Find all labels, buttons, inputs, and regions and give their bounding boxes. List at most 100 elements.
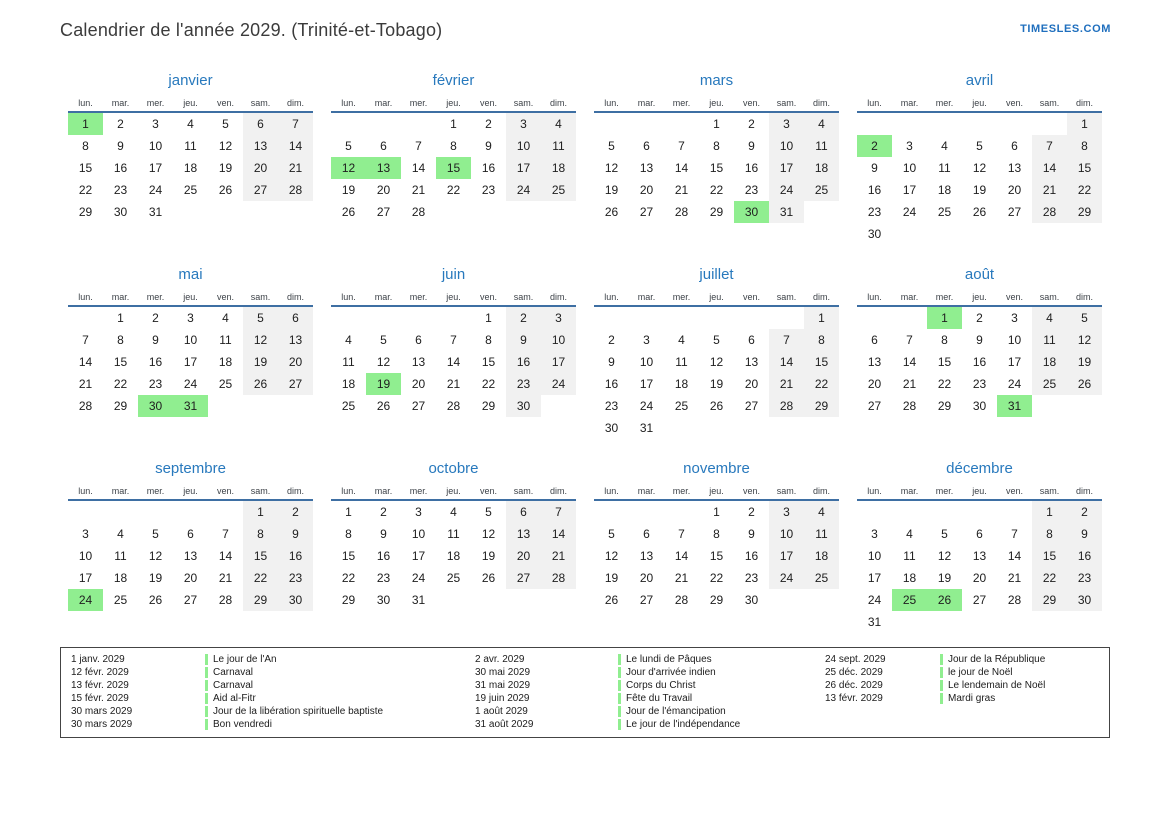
weekday-label: ven. <box>742 292 760 302</box>
day-cell: 3 <box>906 139 913 153</box>
weekday-label: sam. <box>1039 486 1060 496</box>
month-title: mai <box>178 266 203 283</box>
day-cell: 1 <box>927 307 962 329</box>
day-cell: 8 <box>485 333 492 347</box>
day-cell: 6 <box>643 139 650 153</box>
day-cell: 4 <box>541 113 576 135</box>
weekday-label: mar. <box>374 98 393 108</box>
weekday-label: ven. <box>216 98 234 108</box>
day-cell: 11 <box>342 355 355 369</box>
legend-label: Le lendemain de Noël <box>940 679 1045 692</box>
day-cell: 15 <box>113 355 128 369</box>
empty-cell <box>1067 223 1102 245</box>
legend-holiday-name: Carnaval <box>213 680 254 691</box>
empty-cell <box>1067 395 1102 417</box>
day-cell: 27 <box>411 399 426 413</box>
holiday-marker-icon <box>618 693 621 704</box>
weekday-label: lun. <box>867 98 882 108</box>
empty-cell <box>594 307 629 329</box>
empty-cell <box>1032 395 1067 417</box>
day-cell: 10 <box>183 333 198 347</box>
day-cell: 9 <box>976 333 983 347</box>
legend-entry: 26 déc. 2029 Le lendemain de Noël <box>825 679 1109 692</box>
day-cell: 12 <box>937 549 952 563</box>
day-cell: 25 <box>804 567 839 589</box>
day-cell: 21 <box>1032 179 1067 201</box>
day-cell: 30 <box>1067 589 1102 611</box>
weekday-label: ven. <box>1005 292 1023 302</box>
day-cell: 22 <box>243 567 278 589</box>
weekday-label: lun. <box>78 292 93 302</box>
day-cell: 30 <box>376 593 391 607</box>
empty-cell <box>208 201 243 223</box>
day-cell: 21 <box>769 373 804 395</box>
month-fevrier: février lun. mar. mer. jeu. ven. sam. dim. 1 2 3 4 5… <box>331 70 576 245</box>
day-cell: 26 <box>604 205 619 219</box>
day-cell: 21 <box>78 377 93 391</box>
empty-cell <box>103 501 138 523</box>
day-cell: 7 <box>450 333 457 347</box>
empty-cell <box>1032 611 1067 633</box>
day-cell: 30 <box>278 589 313 611</box>
day-cell: 11 <box>675 355 688 369</box>
site-link[interactable]: TIMESLES.COM <box>1020 23 1111 35</box>
day-cell: 10 <box>148 139 163 153</box>
day-cell: 28 <box>674 205 689 219</box>
empty-cell <box>927 223 962 245</box>
legend-entry: 1 août 2029 Jour de l'émancipation <box>475 705 825 718</box>
day-cell: 4 <box>222 311 229 325</box>
weekday-label: mer. <box>672 292 691 302</box>
day-cell: 18 <box>674 377 689 391</box>
day-cell: 1 <box>485 311 492 325</box>
day-cell: 31 <box>997 395 1032 417</box>
day-cell: 25 <box>341 399 356 413</box>
day-cell: 3 <box>152 117 159 131</box>
day-cell: 18 <box>446 549 461 563</box>
day-cell: 28 <box>218 593 233 607</box>
empty-cell <box>68 501 103 523</box>
weekday-label: ven. <box>742 98 760 108</box>
day-cell: 3 <box>871 527 878 541</box>
day-cell: 23 <box>506 373 541 395</box>
day-cell: 20 <box>972 571 987 585</box>
day-cell: 13 <box>411 355 426 369</box>
day-cell: 13 <box>639 549 654 563</box>
day-cell: 15 <box>481 355 496 369</box>
empty-cell <box>997 223 1032 245</box>
weekday-label: jeu. <box>709 98 724 108</box>
weekday-label: mar. <box>637 486 656 496</box>
day-cell: 11 <box>903 549 916 563</box>
day-cell: 17 <box>183 355 198 369</box>
day-cell: 26 <box>709 399 724 413</box>
day-cell: 9 <box>748 139 755 153</box>
day-cell: 26 <box>972 205 987 219</box>
day-cell: 14 <box>1007 549 1022 563</box>
legend-date: 13 févr. 2029 <box>825 693 883 704</box>
day-cell: 27 <box>183 593 198 607</box>
legend-entry: 15 févr. 2029 Aid al-Fitr <box>71 692 475 705</box>
day-cell: 23 <box>481 183 496 197</box>
day-cell: 29 <box>709 593 724 607</box>
weekday-label: ven. <box>742 486 760 496</box>
day-cell: 1 <box>450 117 457 131</box>
holiday-marker-icon <box>205 706 208 717</box>
day-cell: 16 <box>867 183 882 197</box>
day-cell: 15 <box>78 161 93 175</box>
day-cell: 10 <box>902 161 917 175</box>
legend-date: 30 mai 2029 <box>475 667 531 678</box>
day-cell: 24 <box>148 183 163 197</box>
day-grid: 1 2 3 4 5 6 7 8 9 10 11 12 13 14 15 16 17 18 19 20 21 22 23 24 2… <box>594 501 839 611</box>
day-cell: 13 <box>972 549 987 563</box>
day-cell: 2 <box>1067 501 1102 523</box>
day-cell: 3 <box>769 501 804 523</box>
weekday-label: lun. <box>341 486 356 496</box>
day-cell: 5 <box>152 527 159 541</box>
empty-cell <box>401 113 436 135</box>
weekday-label: dim. <box>286 486 304 496</box>
day-cell: 22 <box>1032 567 1067 589</box>
day-cell: 6 <box>380 139 387 153</box>
legend-date: 25 déc. 2029 <box>825 667 883 678</box>
holiday-marker-icon <box>205 654 208 665</box>
day-cell: 28 <box>674 593 689 607</box>
day-cell: 6 <box>243 113 278 135</box>
